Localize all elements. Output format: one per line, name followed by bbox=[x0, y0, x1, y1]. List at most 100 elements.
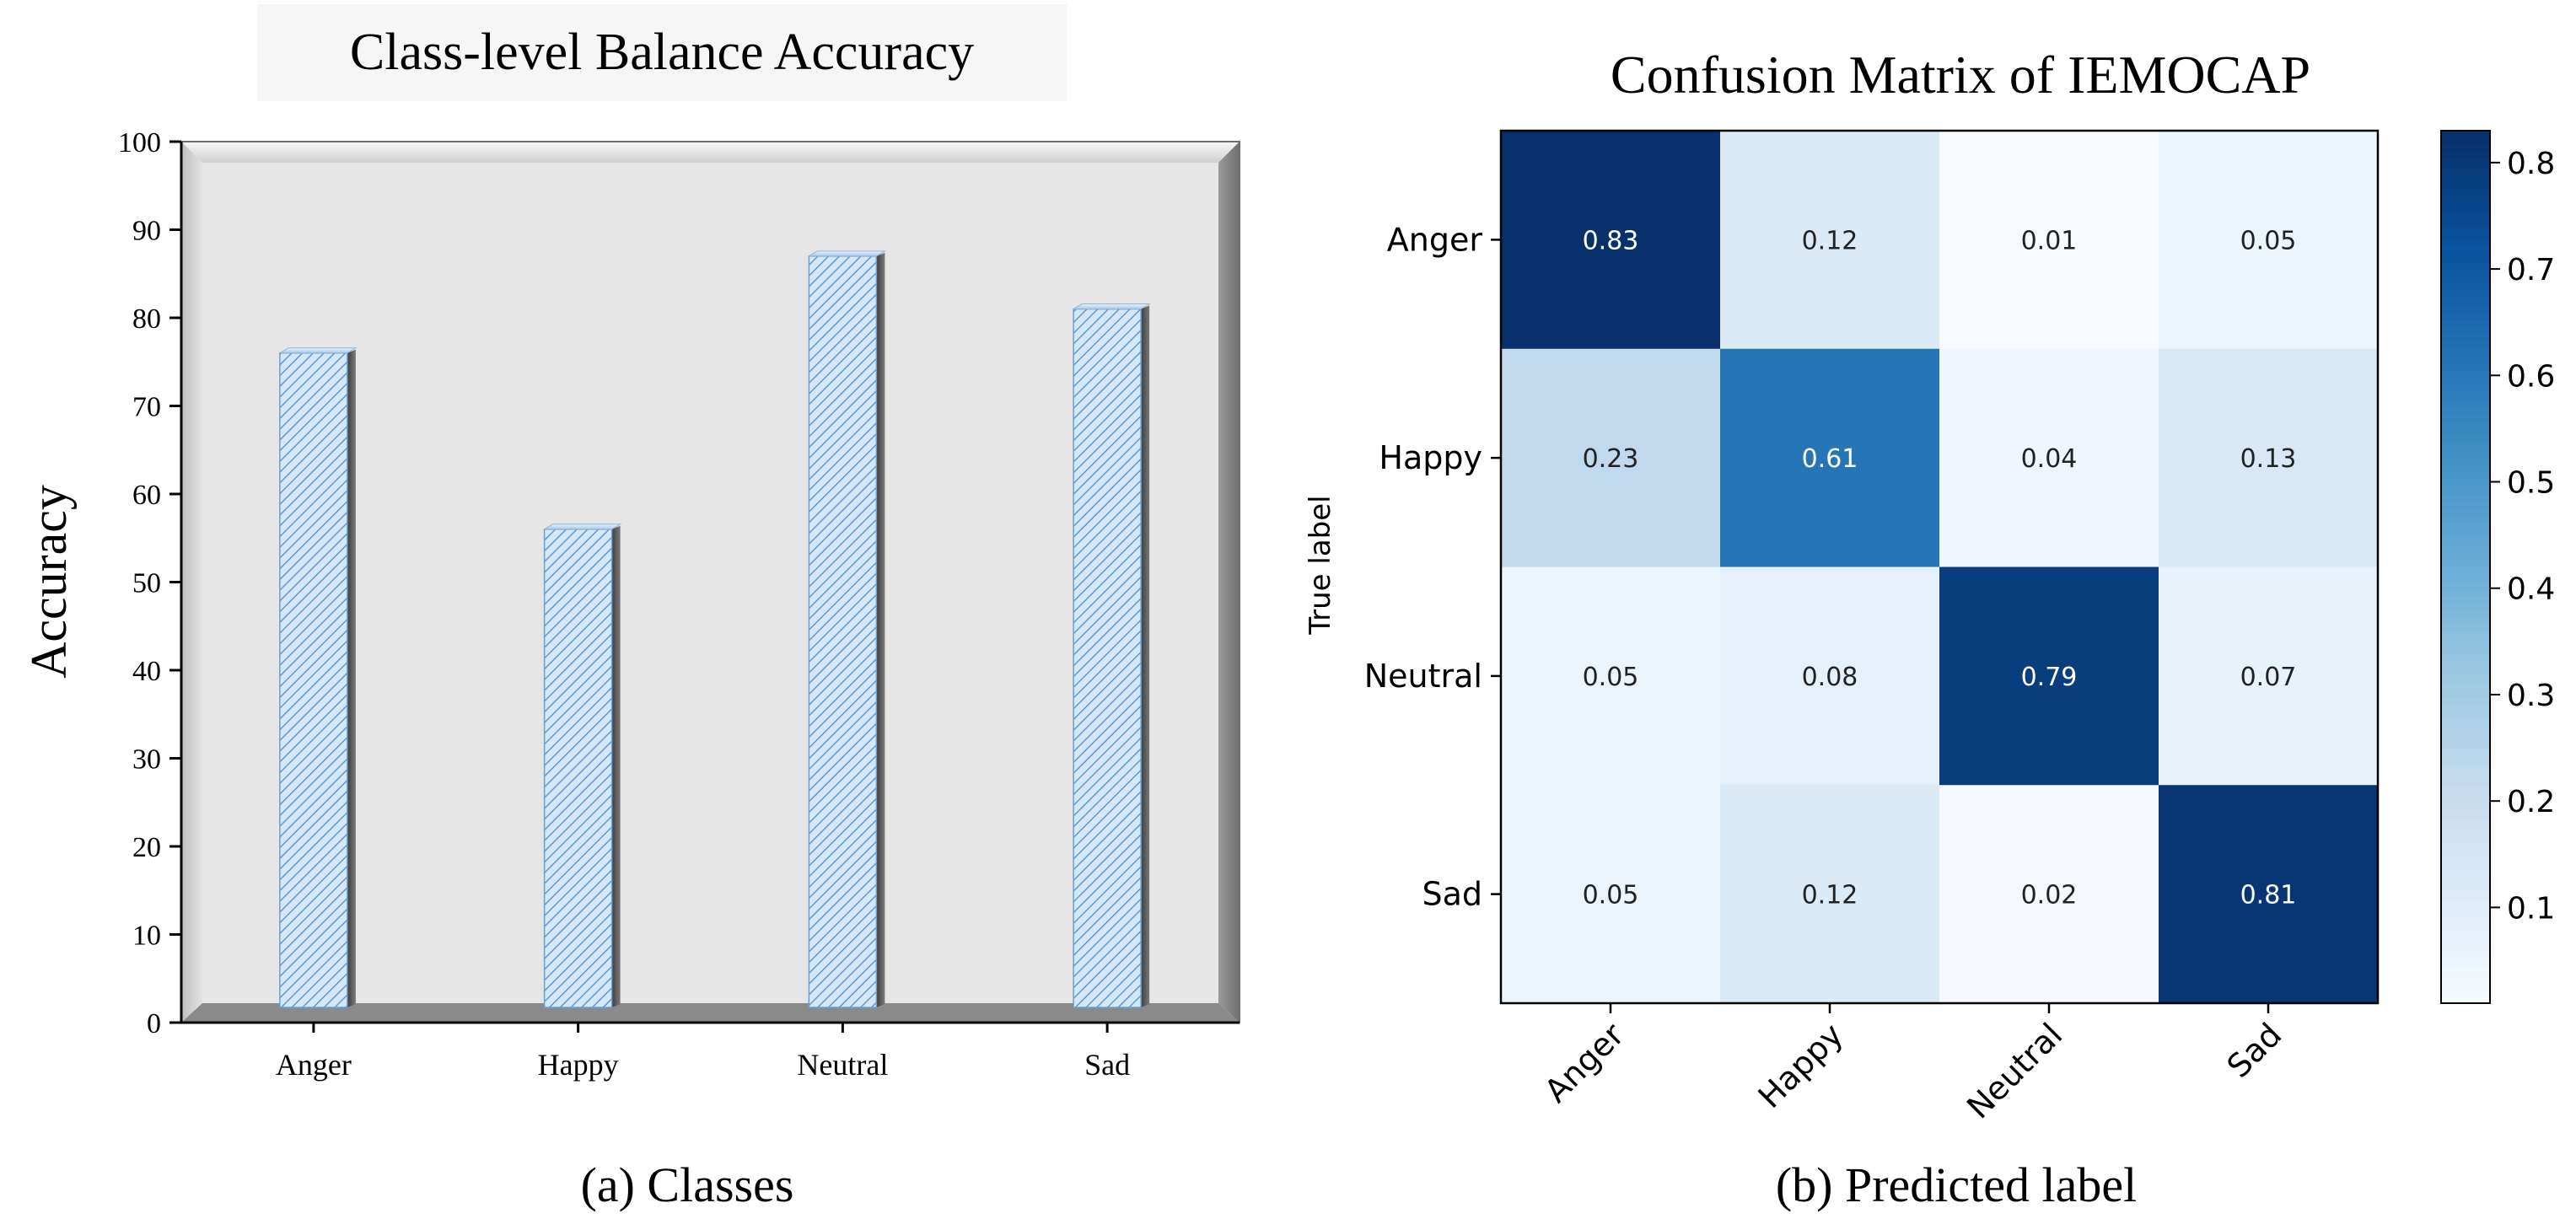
cm-colorbar-segment bbox=[2441, 523, 2490, 532]
cm-y-axis-label: True label bbox=[1304, 495, 1337, 635]
cm-cell bbox=[1720, 785, 1940, 1004]
cm-colorbar-segment bbox=[2441, 261, 2490, 270]
bar-front bbox=[808, 255, 878, 1008]
bar-chart-title: Class-level Balance Accuracy bbox=[350, 24, 974, 81]
cm-colorbar-segment bbox=[2441, 552, 2490, 561]
cm-colorbar-segment bbox=[2441, 363, 2490, 372]
cm-colorbar-segment bbox=[2441, 450, 2490, 459]
cm-colorbar-segment bbox=[2441, 530, 2490, 539]
cm-cell bbox=[2159, 567, 2379, 786]
cm-col-labels: Anger Happy Neutral Sad bbox=[1537, 1003, 2288, 1126]
bar-happy bbox=[542, 524, 622, 1008]
cm-colorbar-segment bbox=[2441, 610, 2490, 619]
bar-side bbox=[347, 349, 356, 1007]
cm-cell-value: 0.81 bbox=[2240, 881, 2297, 910]
cm-colorbar-segment bbox=[2441, 690, 2490, 699]
cm-colorbar-segment bbox=[2441, 326, 2490, 336]
cm-colorbar-tick-label: 0.8 bbox=[2507, 147, 2555, 181]
cm-cell bbox=[2159, 785, 2379, 1004]
cm-cells: 0.83 0.12 0.01 0.05 0.23 0.61 0.04 0.13 0.05 0.08… bbox=[1501, 131, 2379, 1004]
cm-colorbar-segment bbox=[2441, 923, 2490, 932]
cm-colorbar-segment bbox=[2441, 225, 2490, 234]
cm-cell-value: 0.02 bbox=[2021, 881, 2078, 910]
cm-colorbar-segment bbox=[2441, 872, 2490, 881]
cm-colorbar-segment bbox=[2441, 843, 2490, 851]
cm-colorbar-segment bbox=[2441, 771, 2490, 779]
bar-front bbox=[1073, 308, 1142, 1008]
cm-cell bbox=[1501, 131, 1721, 350]
cm-colorbar-segment bbox=[2441, 930, 2490, 939]
cm-colorbar-segment bbox=[2441, 232, 2490, 241]
cm-colorbar-segment bbox=[2441, 217, 2490, 227]
cm-colorbar-segment bbox=[2441, 203, 2490, 212]
cm-cell-value: 0.01 bbox=[2021, 226, 2078, 255]
bar-cap bbox=[807, 250, 887, 257]
cm-colorbar-segment bbox=[2441, 901, 2490, 910]
cm-colorbar-segment bbox=[2441, 974, 2490, 983]
cm-colorbar-segment bbox=[2441, 384, 2490, 394]
cm-colorbar-segment bbox=[2441, 298, 2490, 306]
bar-x-tick-label: Anger bbox=[276, 1048, 352, 1082]
bar-cap bbox=[1072, 303, 1151, 310]
bar-side bbox=[1141, 305, 1150, 1007]
cm-cell-value: 0.05 bbox=[1583, 881, 1639, 910]
cm-colorbar-segment bbox=[2441, 181, 2490, 190]
cm-colorbar-segment bbox=[2441, 189, 2490, 197]
bar-y-axis-label: Accuracy bbox=[21, 485, 77, 679]
cm-colorbar-segment bbox=[2441, 654, 2490, 663]
cm-colorbar-segment bbox=[2441, 414, 2490, 422]
cm-colorbar-segment bbox=[2441, 850, 2490, 859]
cm-colorbar-segment bbox=[2441, 988, 2490, 997]
cm-row-label: Anger bbox=[1387, 221, 1483, 258]
bar-y-tick-label: 70 bbox=[132, 392, 161, 423]
cm-colorbar-segment bbox=[2441, 712, 2490, 721]
cm-cell-value: 0.05 bbox=[2240, 226, 2297, 255]
cm-col-label: Neutral bbox=[1960, 1016, 2069, 1125]
cm-row-labels: Anger Happy Neutral Sad bbox=[1364, 221, 1501, 913]
bar-y-tick-label: 80 bbox=[132, 303, 161, 335]
cm-cell-value: 0.79 bbox=[2021, 663, 2078, 692]
cm-row-label: Sad bbox=[1422, 876, 1482, 913]
cm-cell-value: 0.05 bbox=[1583, 663, 1639, 692]
cm-colorbar-segment bbox=[2441, 581, 2490, 590]
cm-colorbar-segment bbox=[2441, 378, 2490, 386]
cm-colorbar-segment bbox=[2441, 887, 2490, 895]
cm-cell bbox=[1501, 785, 1721, 1004]
cm-colorbar-segment bbox=[2441, 400, 2490, 408]
bar-plot-frame bbox=[180, 141, 1240, 1023]
cm-colorbar-tick-label: 0.2 bbox=[2507, 785, 2555, 819]
bar-side bbox=[876, 252, 885, 1008]
cm-colorbar-segment bbox=[2441, 683, 2490, 692]
cm-col-label: Anger bbox=[1537, 1016, 1631, 1109]
cm-colorbar-segment bbox=[2441, 799, 2490, 808]
bar-anger bbox=[278, 347, 358, 1008]
cm-cell bbox=[1501, 348, 1721, 567]
cm-colorbar-segment bbox=[2441, 458, 2490, 466]
cm-cell bbox=[1720, 567, 1940, 786]
bar-x-tick-label: Happy bbox=[538, 1048, 619, 1082]
bar-x-tick-label: Neutral bbox=[797, 1048, 888, 1082]
cm-colorbar-tick-label: 0.7 bbox=[2507, 253, 2555, 287]
bar-series bbox=[278, 250, 1151, 1008]
cm-colorbar-segment bbox=[2441, 697, 2490, 706]
cm-colorbar-segment bbox=[2441, 661, 2490, 670]
cm-colorbar-segment bbox=[2441, 733, 2490, 743]
cm-colorbar-segment bbox=[2441, 865, 2490, 873]
cm-colorbar-segment bbox=[2441, 879, 2490, 888]
bar-x-tick-label: Sad bbox=[1084, 1048, 1130, 1082]
cm-colorbar-segment bbox=[2441, 894, 2490, 903]
cm-colorbar-segment bbox=[2441, 486, 2490, 496]
cm-colorbar-segment bbox=[2441, 312, 2490, 321]
cm-colorbar-segment bbox=[2441, 167, 2490, 175]
bar-cap bbox=[542, 524, 622, 530]
cm-colorbar-segment bbox=[2441, 210, 2490, 219]
cm-colorbar-segment bbox=[2441, 480, 2490, 488]
cm-colorbar-segment bbox=[2441, 829, 2490, 837]
cm-colorbar-segment bbox=[2441, 763, 2490, 771]
cm-colorbar-segment bbox=[2441, 392, 2490, 401]
cm-colorbar-segment bbox=[2441, 196, 2490, 205]
cm-colorbar-segment bbox=[2441, 596, 2490, 604]
cm-colorbar-segment bbox=[2441, 574, 2490, 583]
bar-chart-panel: Class-level Balance Accuracy 0 10 20 30 40 50… bbox=[21, 4, 1240, 1212]
cm-colorbar-segment bbox=[2441, 283, 2490, 292]
